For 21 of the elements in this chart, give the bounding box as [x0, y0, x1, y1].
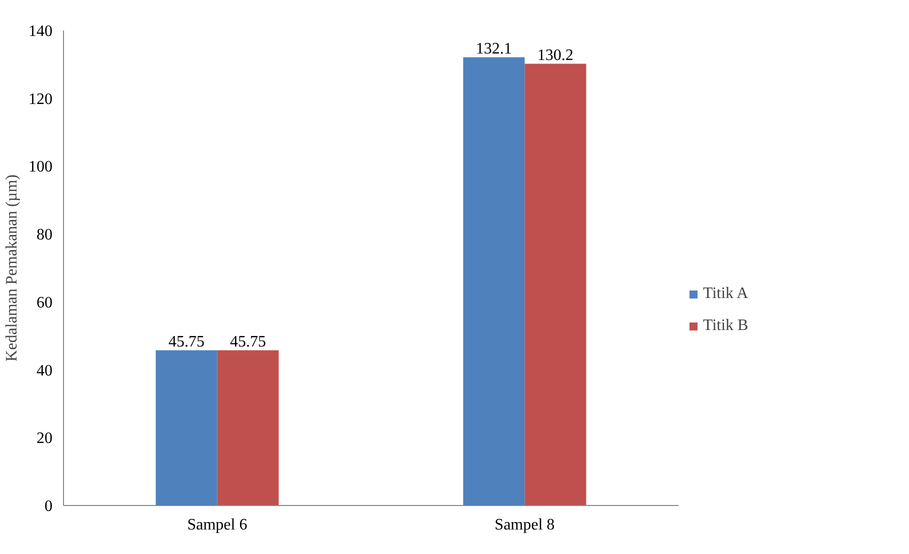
x-tick-label: Sampel 6: [187, 516, 248, 534]
data-label: 130.2: [537, 46, 574, 64]
legend-label: Titik B: [703, 317, 748, 335]
y-tick-label: 120: [28, 90, 52, 108]
data-label: 45.75: [230, 333, 266, 350]
data-label: 132.1: [476, 40, 512, 58]
bar: [524, 64, 586, 506]
x-tick-label: Sampel 8: [494, 516, 555, 534]
y-tick-label: 0: [44, 498, 52, 515]
bar: [463, 57, 525, 506]
y-tick-label: 40: [36, 362, 52, 380]
y-tick-label: 20: [36, 430, 52, 448]
legend-label: Titik A: [703, 285, 748, 303]
bar: [156, 350, 218, 506]
y-tick-label: 100: [28, 158, 52, 176]
y-tick-label: 60: [36, 294, 52, 312]
y-tick-label: 80: [36, 226, 52, 244]
y-axis-title: Kedalaman Pemakanan (µm): [4, 174, 20, 362]
bar: [217, 350, 279, 506]
y-tick-label: 140: [28, 23, 52, 40]
data-label: 45.75: [168, 333, 204, 350]
